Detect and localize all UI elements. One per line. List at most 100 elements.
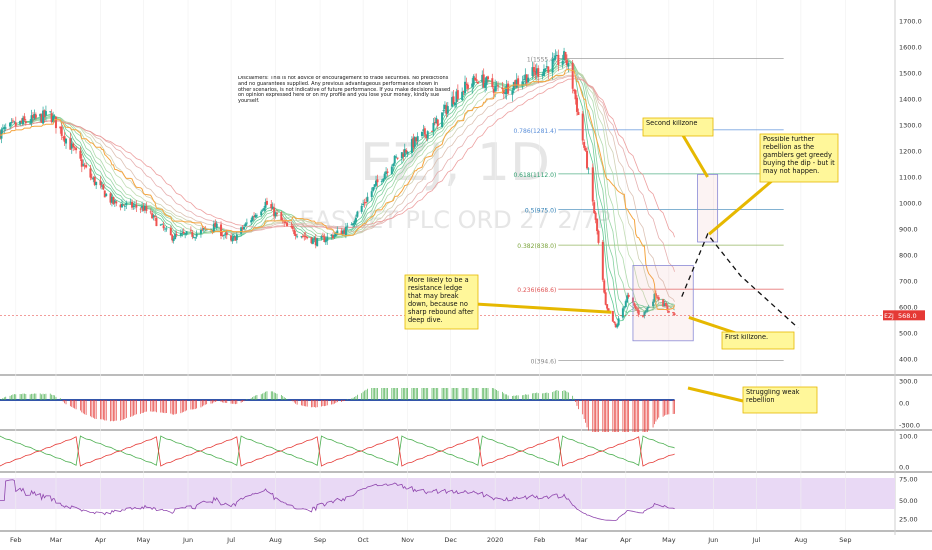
candle-body xyxy=(495,85,498,87)
moving-average-line xyxy=(0,75,675,272)
candle-body xyxy=(284,222,287,223)
last-price-symbol: EZJ xyxy=(884,313,894,320)
candle-body xyxy=(511,90,514,95)
candle-body xyxy=(484,82,487,88)
candle-body xyxy=(372,187,375,191)
fib-level-label: 0.5(975.0) xyxy=(525,208,556,215)
moving-average-line xyxy=(0,78,675,238)
fibonacci-retracement[interactable]: 1(1555.4) 0.786(1281.4) 0.618(1112.0) 0.5(9… xyxy=(513,57,784,366)
price-tick-label: 1300.0 xyxy=(899,122,922,130)
candle-body xyxy=(0,129,3,139)
sub-tick-label: 25.00 xyxy=(899,516,918,524)
candle-body xyxy=(453,102,456,106)
candle-body xyxy=(294,233,297,237)
candle-body xyxy=(220,224,223,236)
rsi-band xyxy=(0,478,895,509)
candle-body xyxy=(362,203,365,205)
candle-body xyxy=(283,221,286,223)
candle-body xyxy=(260,211,263,216)
candle-body xyxy=(573,89,576,92)
candle-body xyxy=(485,76,488,85)
sub-tick-label: 50.00 xyxy=(899,497,918,505)
candle-body xyxy=(514,80,517,87)
candle-body xyxy=(541,73,544,76)
last-price-value-box xyxy=(895,310,925,321)
candle-body xyxy=(85,165,88,168)
candle-body xyxy=(410,139,413,153)
candle-body xyxy=(264,201,267,208)
price-tick-label: 400.0 xyxy=(899,356,918,364)
candle-body xyxy=(225,232,228,236)
candle-body xyxy=(634,306,637,309)
price-axis[interactable]: 1700.0 1600.0 1500.0 1400.0 1300.0 1200.0 1100… xyxy=(899,18,922,524)
candle-body xyxy=(202,228,205,230)
candle-body xyxy=(306,236,309,239)
callout-text: Possible further rebellion as the gamble… xyxy=(763,136,835,175)
candle-body xyxy=(380,181,383,182)
candle-body xyxy=(412,137,415,148)
candle-body xyxy=(482,74,485,88)
candle-body xyxy=(142,206,145,211)
candle-body xyxy=(151,213,154,219)
candle-body xyxy=(265,200,268,205)
annotations[interactable]: Disclaimers: This is not advice or encou… xyxy=(238,76,839,414)
candle-body xyxy=(314,237,317,246)
candle-body xyxy=(616,324,619,328)
candle-body xyxy=(19,120,22,125)
callout-pointer xyxy=(687,386,744,403)
candle-body xyxy=(465,83,468,86)
price-tick-label: 700.0 xyxy=(899,278,918,286)
candle-body xyxy=(422,129,425,132)
rsi-line xyxy=(0,479,675,521)
candle-body xyxy=(241,227,244,229)
candle-body xyxy=(69,138,72,150)
candle-body xyxy=(354,217,357,222)
sub-tick-label: 0.0 xyxy=(899,464,909,472)
candle-body xyxy=(30,115,33,123)
candle-body xyxy=(1,128,4,130)
candle-body xyxy=(120,203,123,208)
candle-body xyxy=(179,233,182,236)
price-tick-label: 500.0 xyxy=(899,330,918,338)
time-axis[interactable]: Feb Mar Apr May Jun Jul Aug Sep Oct Nov Dec 2020 Feb… xyxy=(10,536,851,544)
watermark: EZJ, 1D EASYJET PLC ORD 27 2/7P xyxy=(299,133,610,234)
candle-body xyxy=(131,201,134,208)
fib-level-label: 0.786(1281.4) xyxy=(513,128,556,135)
candle-body xyxy=(390,166,393,175)
candle-body xyxy=(3,126,6,130)
candle-body xyxy=(403,148,406,157)
candle-body xyxy=(515,79,518,88)
callout-box xyxy=(759,133,839,183)
callout-box xyxy=(721,331,795,350)
candle-body xyxy=(263,208,266,211)
candle-body xyxy=(545,66,548,68)
last-price-symbol-box xyxy=(883,310,895,321)
candle-body xyxy=(149,211,152,213)
candle-body xyxy=(234,236,237,241)
candle-body xyxy=(72,143,75,147)
time-tick-label: Feb xyxy=(10,536,22,544)
candle-body xyxy=(24,121,27,124)
candle-body xyxy=(174,233,177,240)
candle-body xyxy=(159,224,162,226)
candle-body xyxy=(603,280,606,293)
candle-body xyxy=(9,122,12,127)
projection-path[interactable] xyxy=(681,232,799,329)
candle-body xyxy=(321,235,324,237)
candle-body xyxy=(346,225,349,227)
candle-body xyxy=(646,307,649,312)
fib-level-label: 0.382(838.0) xyxy=(517,243,556,250)
candle-body xyxy=(324,240,327,243)
killzones[interactable] xyxy=(632,173,719,342)
candle-body xyxy=(326,236,329,241)
candle-body xyxy=(666,305,669,311)
candle-body xyxy=(443,104,446,110)
candle-body xyxy=(534,70,537,75)
panes xyxy=(0,0,932,535)
candle-body xyxy=(352,223,355,226)
candle-body xyxy=(456,90,459,99)
candle-body xyxy=(472,76,475,86)
candle-body xyxy=(125,202,128,206)
candle-body xyxy=(10,122,13,123)
